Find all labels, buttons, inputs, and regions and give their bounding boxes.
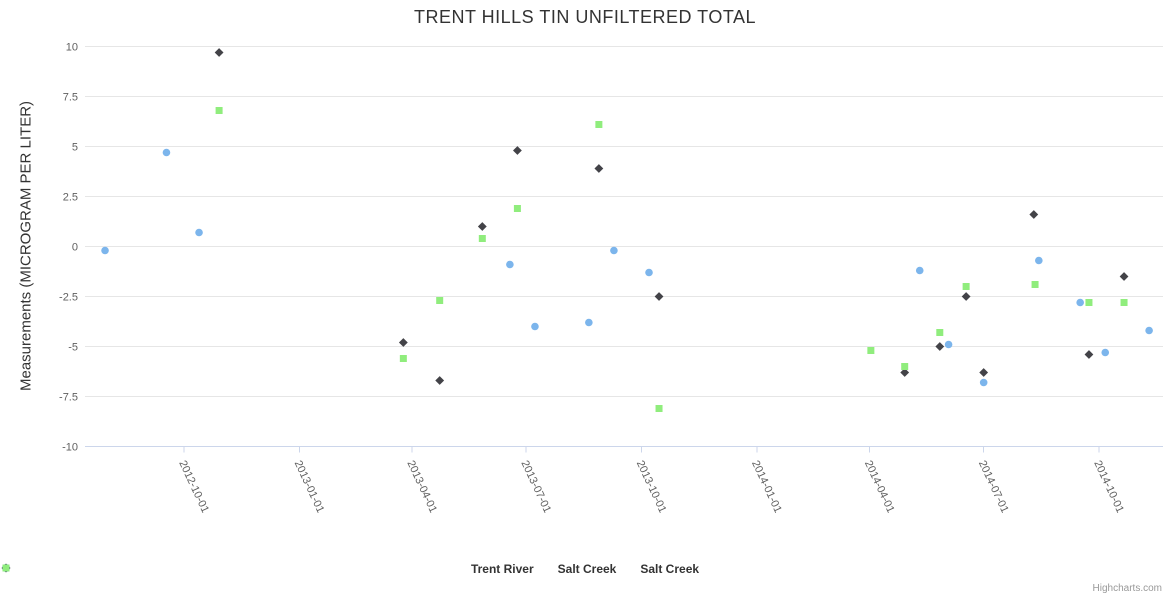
salt-creek-diamond-data-point[interactable] [979,368,989,377]
salt-creek-square-data-point[interactable] [513,205,521,212]
y-axis-tick-label: -2.5 [59,292,78,304]
salt-creek-diamond-data-point[interactable] [513,146,522,155]
x-axis-tick-label: 2014-10-01 [1091,459,1126,515]
x-axis-tick-label: 2013-01-01 [292,459,327,515]
y-axis-tick-label: 10 [66,42,78,54]
salt-creek-square-data-point[interactable] [655,405,663,412]
salt-creek-diamond-data-point[interactable] [1084,350,1094,359]
trent-river-circle-data-point[interactable] [915,266,924,275]
salt-creek-diamond-data-point[interactable] [900,368,910,377]
trent-river-circle-data-point[interactable] [195,228,203,237]
trent-river-circle-data-point[interactable] [1145,326,1153,335]
y-axis-tick-label: -5 [68,342,78,354]
x-axis-tick-label: 2012-10-01 [176,459,211,515]
salt-creek-square-data-point[interactable] [901,363,909,370]
legend: Trent River Salt Creek Salt Creek [0,562,1170,576]
x-axis-tick-label: 2013-10-01 [634,459,669,515]
salt-creek-square-data-point[interactable] [215,107,223,114]
salt-creek-square-legend-marker-icon [2,564,10,572]
salt-creek-square-data-point[interactable] [962,283,970,290]
trent-river-circle-data-point[interactable] [506,260,514,269]
trent-river-circle-data-point[interactable] [585,318,593,327]
x-axis-tick-label: 2013-07-01 [518,459,553,515]
trent-river-circle-data-point[interactable] [101,246,109,255]
legend-item-label: Salt Creek [557,562,617,576]
y-axis-tick-label: -7.5 [59,392,78,404]
trent-river-circle-data-point[interactable] [1101,348,1110,357]
x-axis-tick-label: 2014-07-01 [976,459,1011,515]
y-axis-tick-label: 5 [72,142,78,154]
legend-item-label: Trent River [470,562,534,576]
salt-creek-square-data-point[interactable] [936,329,944,336]
trent-river-circle-data-point[interactable] [1076,298,1084,307]
salt-creek-square-data-point[interactable] [867,347,875,354]
legend-item-salt-creek-square[interactable]: Salt Creek [2,562,700,576]
salt-creek-diamond-data-point[interactable] [435,376,445,385]
chart-title: TRENT HILLS TIN UNFILTERED TOTAL [413,7,757,27]
salt-creek-square-data-point[interactable] [1085,299,1093,306]
trent-river-circle-data-point[interactable] [531,322,539,331]
legend-item-label: Salt Creek [640,562,700,576]
y-axis-title: Measurements (MICROGRAM PER LITER) [17,100,35,392]
y-axis-tick-label: 2.5 [63,192,78,204]
legend-item-trent-river[interactable]: Trent River [2,562,534,576]
trent-river-circle-data-point[interactable] [944,340,953,349]
salt-creek-square-data-point[interactable] [1031,281,1039,288]
salt-creek-diamond-data-point[interactable] [398,338,408,347]
salt-creek-diamond-data-point[interactable] [214,48,224,57]
salt-creek-diamond-data-point[interactable] [961,292,971,301]
salt-creek-diamond-data-point[interactable] [935,342,945,351]
salt-creek-diamond-data-point[interactable] [654,292,664,301]
legend-item-salt-creek-diamond[interactable]: Salt Creek [1,562,617,576]
trent-river-circle-data-point[interactable] [162,148,171,157]
y-axis-tick-label: 0 [72,242,78,254]
salt-creek-diamond-data-point[interactable] [594,164,604,173]
salt-creek-square-data-point[interactable] [436,297,444,304]
y-axis-tick-label: 7.5 [63,92,78,104]
salt-creek-diamond-data-point[interactable] [1029,210,1039,219]
x-axis-tick-label: 2013-04-01 [404,459,439,515]
highcharts-credits-link[interactable]: Highcharts.com [1092,583,1162,594]
salt-creek-square-data-point[interactable] [478,235,486,242]
salt-creek-diamond-data-point[interactable] [477,222,487,231]
salt-creek-square-data-point[interactable] [595,121,603,128]
salt-creek-diamond-data-point[interactable] [1119,272,1129,281]
x-axis-tick-label: 2014-04-01 [862,459,897,515]
salt-creek-square-data-point[interactable] [1120,299,1128,306]
y-axis-tick-label: -10 [62,442,78,454]
trent-river-circle-data-point[interactable] [610,246,618,255]
trent-river-circle-data-point[interactable] [1035,256,1043,265]
trent-river-circle-data-point[interactable] [979,378,988,387]
salt-creek-square-data-point[interactable] [399,355,407,362]
trent-river-circle-data-point[interactable] [645,268,653,277]
x-axis-tick-label: 2014-01-01 [749,459,784,515]
